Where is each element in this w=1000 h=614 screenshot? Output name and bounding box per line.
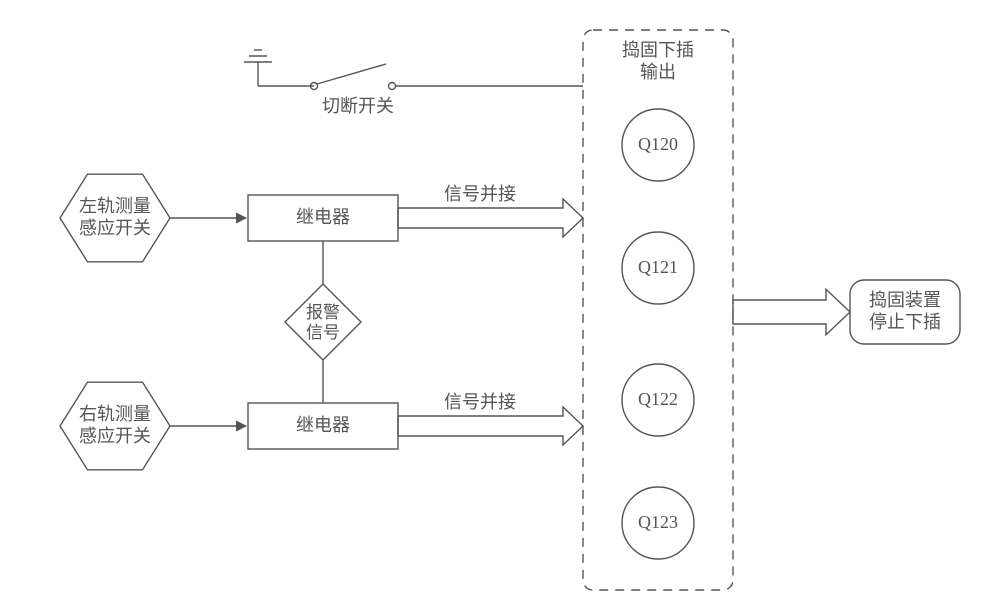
stop-box-line2: 停止下插	[869, 312, 941, 332]
signal-arrow-top-label: 信号并接	[444, 184, 516, 204]
switch-terminal-right	[389, 83, 396, 90]
arrow-panel-to-stop	[733, 289, 850, 335]
alarm-label-2: 信号	[306, 323, 340, 342]
output-circle-label-q123: Q123	[638, 512, 678, 532]
signal-arrow-bottom	[398, 407, 583, 445]
right-rail-sensor-line2: 感应开关	[79, 426, 151, 446]
left-rail-sensor-line1: 左轨测量	[79, 196, 151, 216]
diagram-canvas: 左轨测量感应开关右轨测量感应开关继电器继电器报警信号信号并接信号并接切断开关捣固…	[0, 0, 1000, 614]
right-rail-sensor-line1: 右轨测量	[79, 404, 151, 424]
stop-box-line1: 捣固装置	[869, 290, 941, 310]
relay-top-label: 继电器	[296, 207, 350, 227]
signal-arrow-bottom-label: 信号并接	[444, 392, 516, 412]
relay-bottom-label: 继电器	[296, 415, 350, 435]
switch-blade	[317, 64, 386, 84]
left-rail-sensor-line2: 感应开关	[79, 218, 151, 238]
output-panel-title-2: 输出	[640, 62, 676, 82]
output-panel	[583, 30, 733, 590]
signal-arrow-top	[398, 199, 583, 237]
output-circle-label-q120: Q120	[638, 134, 678, 154]
alarm-label-1: 报警	[306, 303, 340, 322]
output-circle-label-q121: Q121	[638, 257, 678, 277]
output-circle-label-q122: Q122	[638, 389, 678, 409]
output-panel-title-1: 捣固下插	[622, 40, 694, 60]
disconnect-switch-label: 切断开关	[322, 96, 394, 116]
